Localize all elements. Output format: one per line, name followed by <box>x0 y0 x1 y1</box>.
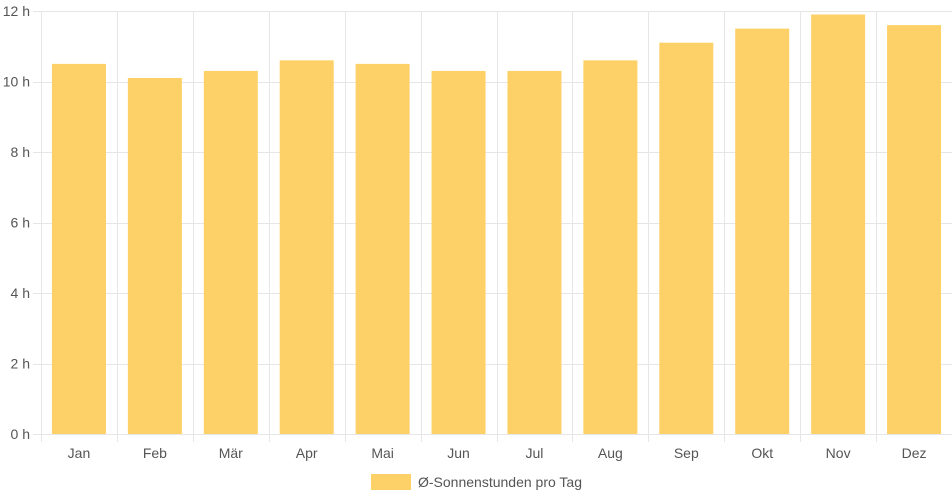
x-tick-label: Jul <box>526 445 544 461</box>
legend-swatch[interactable] <box>371 474 411 490</box>
legend[interactable]: Ø-Sonnenstunden pro Tag <box>371 474 582 490</box>
bar-jul[interactable] <box>507 70 562 435</box>
x-tick-label: Mär <box>219 445 243 461</box>
x-axis-tick-labels: Jan Feb Mär Apr Mai Jun Jul Aug Sep Okt Nov Dez <box>68 445 927 461</box>
bar-aug[interactable] <box>583 60 638 434</box>
x-tick-label: Mai <box>371 445 394 461</box>
x-tick-label: Aug <box>598 445 623 461</box>
bar-mär[interactable] <box>203 70 258 435</box>
y-tick-label: 10 h <box>3 74 30 90</box>
y-tick-label: 2 h <box>11 356 30 372</box>
y-tick-label: 0 h <box>11 426 30 442</box>
x-tick-label: Jun <box>447 445 470 461</box>
y-axis-tick-labels: 0 h 2 h 4 h 6 h 8 h 10 h 12 h <box>3 3 30 442</box>
bar-feb[interactable] <box>127 77 182 434</box>
bar-apr[interactable] <box>279 60 334 434</box>
y-tick-label: 8 h <box>11 144 30 160</box>
x-tick-label: Okt <box>751 445 773 461</box>
bar-sep[interactable] <box>659 42 714 434</box>
bar-dez[interactable] <box>887 25 942 434</box>
bar-mai[interactable] <box>355 63 410 434</box>
x-tick-label: Dez <box>902 445 927 461</box>
x-tick-label: Jan <box>68 445 91 461</box>
y-tick-label: 12 h <box>3 3 30 19</box>
x-tick-label: Feb <box>143 445 167 461</box>
bars <box>51 14 942 435</box>
x-tick-label: Apr <box>296 445 318 461</box>
bar-okt[interactable] <box>735 28 790 434</box>
legend-label[interactable]: Ø-Sonnenstunden pro Tag <box>418 474 582 490</box>
bar-jan[interactable] <box>51 63 106 434</box>
x-tick-label: Sep <box>674 445 699 461</box>
bar-jun[interactable] <box>431 70 486 435</box>
grid-lines <box>33 11 952 442</box>
y-tick-label: 4 h <box>11 285 30 301</box>
x-tick-label: Nov <box>826 445 851 461</box>
bar-nov[interactable] <box>811 14 866 435</box>
y-tick-label: 6 h <box>11 215 30 231</box>
